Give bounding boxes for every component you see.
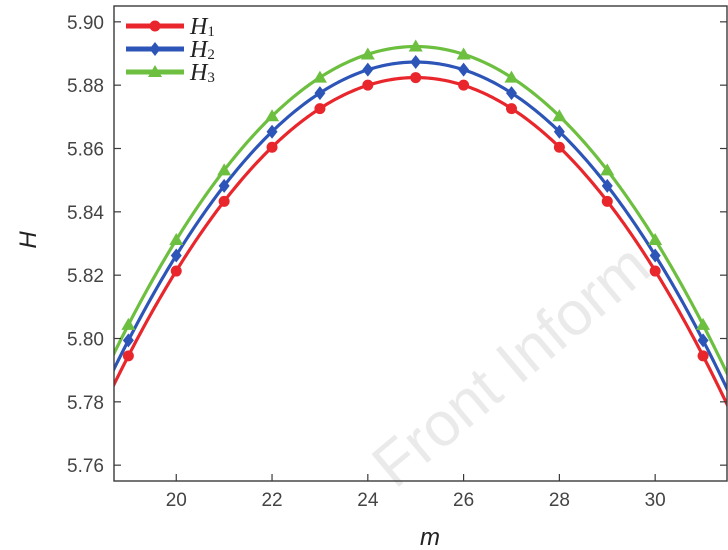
- series-3-point: [600, 163, 615, 176]
- series-3: [114, 39, 727, 377]
- series-3-point: [696, 317, 711, 330]
- series-2-point: [362, 62, 374, 77]
- series-1: [114, 72, 727, 408]
- series-1-point: [649, 265, 661, 277]
- series-3-line: [114, 44, 727, 377]
- legend-marker-3: [148, 65, 162, 77]
- x-tick-label: 28: [549, 490, 570, 511]
- series-2-point: [505, 86, 517, 101]
- series-1-point: [553, 141, 565, 153]
- y-tick-label: 5.86: [67, 140, 104, 161]
- series-3-point: [265, 109, 280, 122]
- series-1-point: [458, 79, 470, 91]
- series-3-point: [169, 233, 184, 246]
- series-2-point: [553, 124, 565, 139]
- y-tick-label: 5.80: [67, 330, 104, 351]
- x-axis: 20 22 24 26 28 30: [166, 474, 666, 511]
- series-3-point: [360, 47, 375, 60]
- legend-subscript-3: 3: [207, 70, 215, 86]
- legend-subscript-2: 2: [207, 47, 215, 63]
- series-3-point: [121, 317, 136, 330]
- x-axis-title: m: [420, 524, 440, 550]
- series-1-point: [218, 195, 230, 207]
- series-3-point: [552, 109, 567, 122]
- series-1-point: [122, 350, 134, 362]
- x-tick-label: 24: [357, 490, 379, 511]
- x-tick-label: 26: [453, 490, 474, 511]
- series-2-line: [114, 60, 727, 393]
- series-2-point: [314, 86, 326, 101]
- series-2-point: [410, 55, 422, 70]
- series-2-point: [649, 248, 661, 263]
- x-tick-label: 22: [261, 490, 282, 511]
- series-2-point: [218, 178, 230, 193]
- y-axis-title: H: [15, 231, 42, 249]
- axes-frame: [113, 5, 728, 482]
- legend-marker-1: [149, 20, 161, 32]
- series-3-point: [648, 233, 663, 246]
- series-2-point: [601, 178, 613, 193]
- series-3-point: [504, 70, 519, 83]
- series-2-point: [170, 248, 182, 263]
- series-3-point: [456, 47, 471, 60]
- x-tick-label: 20: [166, 490, 187, 511]
- legend-marker-2: [149, 42, 161, 56]
- series-1-point: [505, 103, 517, 115]
- series-2-point: [122, 333, 134, 348]
- series-2: [114, 55, 727, 393]
- series-3-point: [217, 163, 232, 176]
- series-1-point: [266, 141, 278, 153]
- series-1-line: [114, 75, 727, 408]
- series-1-point: [170, 265, 182, 277]
- y-tick-label: 5.90: [67, 13, 104, 34]
- legend-subscript-1: 1: [207, 24, 215, 40]
- y-tick-label: 5.82: [67, 266, 104, 287]
- plot-frame: [113, 5, 728, 482]
- series-2-point: [458, 62, 470, 77]
- series-3-point: [312, 70, 327, 83]
- legend-label-3: H3: [189, 60, 215, 86]
- y-tick-label: 5.76: [67, 456, 104, 477]
- watermark: Front Inform: [360, 231, 663, 501]
- y-tick-label: 5.88: [67, 76, 104, 97]
- plot-lines: [114, 39, 727, 408]
- series-2-point: [697, 333, 709, 348]
- series-1-point: [601, 195, 613, 207]
- series-1-point: [410, 72, 422, 84]
- x-tick-label: 30: [645, 490, 666, 511]
- series-2-point: [266, 124, 278, 139]
- series-1-point: [362, 79, 374, 91]
- y-tick-label: 5.78: [67, 393, 104, 414]
- series-3-point: [408, 39, 423, 52]
- y-axis: 5.76 5.78 5.80 5.82 5.84 5.86 5.88 5.90: [67, 13, 727, 477]
- series-1-point: [314, 103, 326, 115]
- series-1-point: [697, 350, 709, 362]
- y-tick-label: 5.84: [67, 203, 104, 224]
